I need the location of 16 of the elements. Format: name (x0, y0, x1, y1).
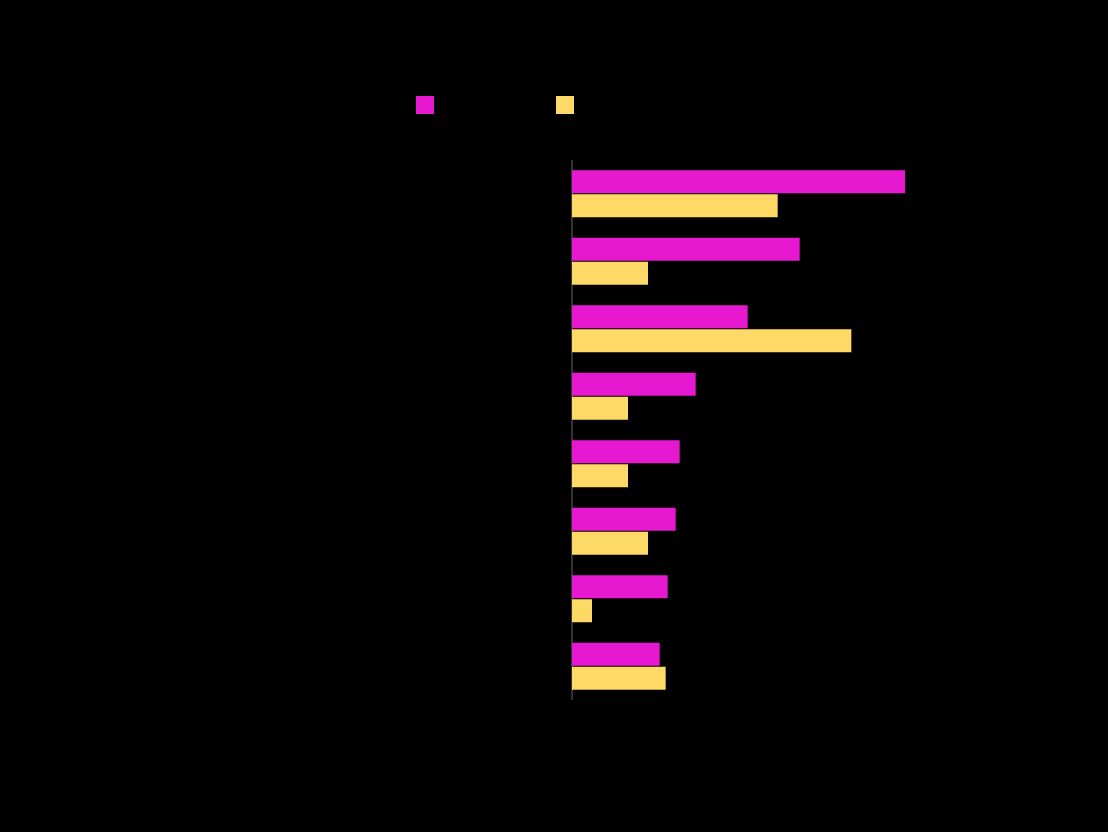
bar (572, 396, 629, 420)
bar (572, 237, 800, 261)
bar (572, 305, 748, 329)
bar (572, 261, 649, 285)
bar (572, 194, 778, 218)
bar (572, 329, 852, 353)
bar (572, 507, 676, 531)
bar (572, 642, 660, 666)
bar (572, 170, 906, 194)
bar (572, 575, 668, 599)
bar (572, 464, 629, 488)
bar (572, 531, 649, 555)
bar (572, 440, 680, 464)
bar (572, 372, 696, 396)
bar (572, 666, 666, 690)
bar (572, 599, 593, 623)
